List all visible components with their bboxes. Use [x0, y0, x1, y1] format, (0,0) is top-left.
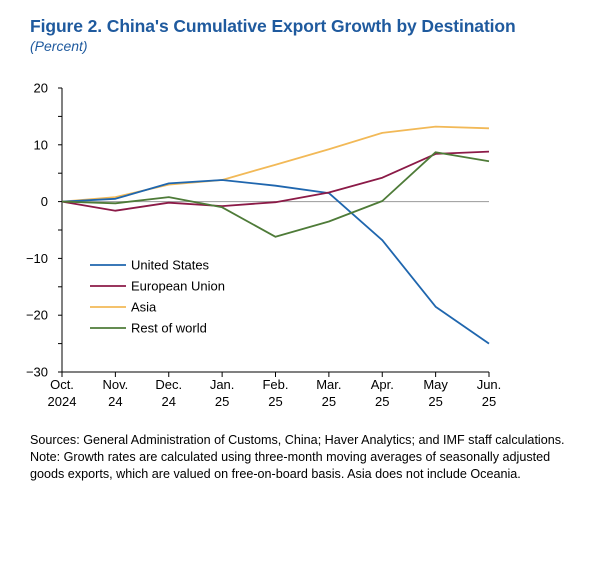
- sources-note: Sources: General Administration of Custo…: [30, 433, 565, 447]
- y-tick-label: −20: [26, 308, 48, 323]
- x-tick-label: Jun.: [477, 377, 502, 392]
- y-tick-label: 20: [34, 81, 48, 96]
- methodology-note: Note: Growth rates are calculated using …: [30, 450, 551, 481]
- legend-label: Rest of world: [131, 321, 207, 336]
- chart-series: [61, 125, 490, 345]
- x-tick-label: 24: [162, 394, 176, 409]
- x-tick-label: 25: [322, 394, 336, 409]
- y-tick-label: −10: [26, 251, 48, 266]
- series-line-asia: [61, 125, 490, 203]
- y-tick-label: 0: [41, 194, 48, 209]
- y-tick-label: −30: [26, 365, 48, 380]
- series-line-rest-of-world: [61, 151, 490, 238]
- x-tick-label: May: [423, 377, 448, 392]
- series-line-united-states: [61, 179, 490, 345]
- chart-notes: Sources: General Administration of Custo…: [30, 432, 570, 483]
- x-tick-label: Jan.: [210, 377, 235, 392]
- y-tick-label: 10: [34, 137, 48, 152]
- chart-subtitle: (Percent): [30, 38, 88, 54]
- x-tick-label: 25: [428, 394, 442, 409]
- x-tick-label: Mar.: [316, 377, 341, 392]
- x-tick-label: 25: [215, 394, 229, 409]
- legend-label: European Union: [131, 279, 225, 294]
- chart-legend: United States European Union Asia Rest of w…: [90, 258, 225, 336]
- x-tick-label: 25: [268, 394, 282, 409]
- x-tick-label: Dec.: [155, 377, 182, 392]
- x-tick-label: Nov.: [102, 377, 128, 392]
- legend-label: Asia: [131, 300, 157, 315]
- x-tick-label: 25: [375, 394, 389, 409]
- x-tick-label: Apr.: [371, 377, 394, 392]
- x-tick-label: 2024: [48, 394, 77, 409]
- x-tick-label: Oct.: [50, 377, 74, 392]
- x-tick-label: 24: [108, 394, 122, 409]
- legend-label: United States: [131, 258, 210, 273]
- x-tick-label: Feb.: [262, 377, 288, 392]
- series-line-european-union: [61, 150, 490, 212]
- chart-title: Figure 2. China's Cumulative Export Grow…: [30, 16, 516, 36]
- x-tick-label: 25: [482, 394, 496, 409]
